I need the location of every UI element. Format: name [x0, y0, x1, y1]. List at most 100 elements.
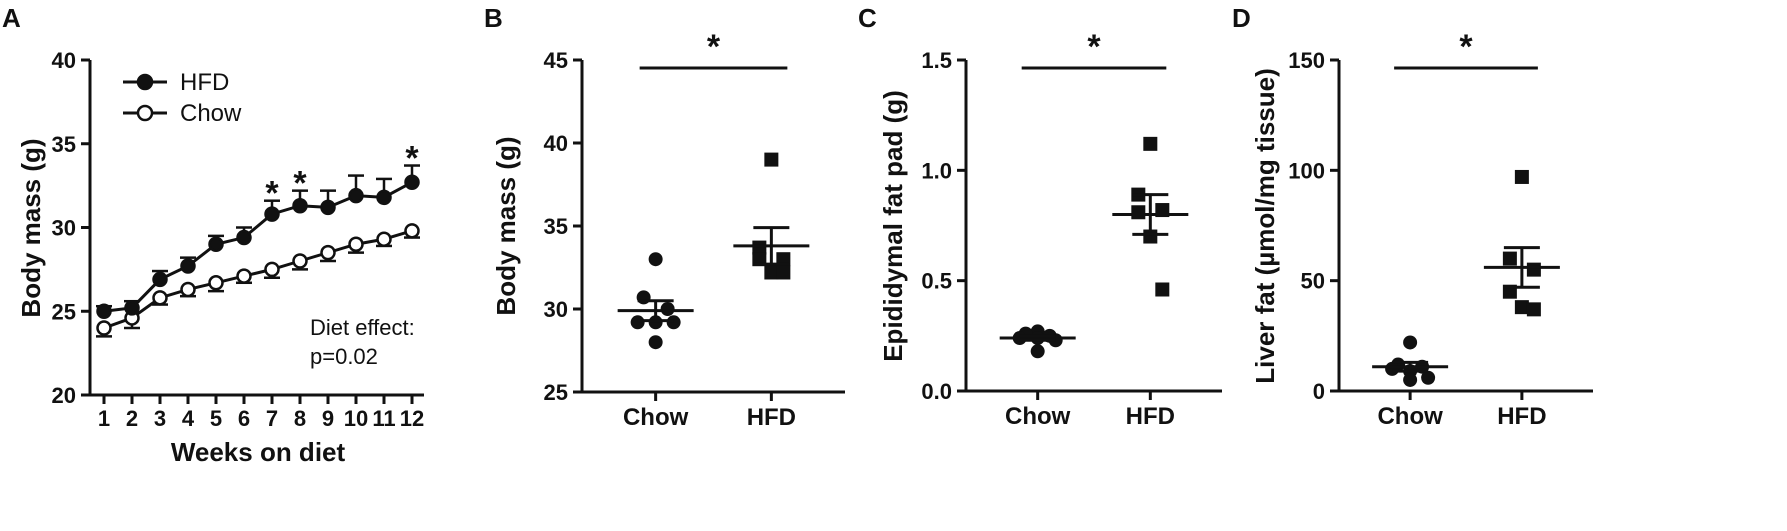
panel-a-legend-hfd-marker — [136, 73, 154, 91]
panel-b-ytick-label: 40 — [544, 131, 568, 156]
panel-b-ylabel: Body mass (g) — [491, 136, 521, 315]
panel-a-xtick-label: 7 — [266, 406, 278, 431]
panel-b-xtick-label: Chow — [623, 404, 689, 431]
panel-a-chow-point — [96, 320, 112, 336]
panel-a-hfd-point — [124, 300, 140, 316]
panel-b-hfd-point — [776, 265, 791, 280]
panel-a-chow-point — [180, 281, 196, 298]
panel-d-xtick-label: HFD — [1497, 403, 1546, 430]
panel-c: C Epididymal fat pad (g) 0.0 0.5 1.0 1.5 Cho… — [858, 3, 1222, 430]
panel-b-chow-point — [630, 315, 645, 330]
panel-b-hfd-point — [752, 240, 767, 255]
panel-a-ylabel: Body mass (g) — [16, 138, 46, 317]
panel-b-hfd-point — [764, 265, 779, 280]
panel-b-ytick-label: 30 — [544, 297, 568, 322]
panel-a-xtick-label: 11 — [372, 406, 395, 431]
panel-a-xtick-label: 6 — [238, 406, 250, 431]
panel-a-ytick-label: 35 — [52, 132, 76, 157]
panel-a-hfd-point — [404, 174, 420, 191]
panel-a-hfd-point — [292, 197, 308, 214]
panel-a-xtick-label: 8 — [294, 406, 306, 431]
panel-d-plot: 0 50 100 150 Chow HFD * — [1288, 28, 1593, 430]
panel-d-hfd-point — [1526, 302, 1541, 317]
panel-a-hfd-point — [320, 199, 336, 216]
panel-b-xtick-label: HFD — [747, 404, 796, 431]
panel-c-xtick-label: Chow — [1005, 403, 1071, 430]
panel-a-chow-point — [264, 261, 280, 278]
panel-b-ytick-label: 35 — [544, 214, 568, 239]
panel-d-hfd-point — [1526, 262, 1541, 277]
panel-a-chow-point — [348, 236, 364, 252]
panel-a-ytick-label: 25 — [52, 299, 76, 324]
panel-b-ytick-label: 25 — [544, 380, 568, 405]
panel-a-significance-star: * — [405, 140, 419, 178]
panel-a-chow-point — [404, 223, 420, 239]
panel-a-hfd-point — [376, 189, 392, 206]
panel-a: A Body mass (g) Weeks on diet Diet effec… — [2, 3, 424, 467]
panel-c-ytick-label: 0.0 — [921, 379, 952, 404]
panel-a-letter: A — [2, 3, 21, 33]
panel-a-hfd-point — [152, 271, 168, 288]
panel-a-xlabel: Weeks on diet — [171, 437, 346, 467]
panel-a-ytick-label: 40 — [52, 48, 76, 73]
panel-d-hfd-point — [1502, 251, 1517, 266]
panel-a-hfd-point — [96, 303, 112, 319]
panel-d-chow-point — [1403, 372, 1418, 387]
panel-c-xtick-label: HFD — [1126, 403, 1175, 430]
panel-c-hfd-point — [1131, 205, 1146, 220]
panel-a-xtick-label: 10 — [344, 406, 368, 431]
panel-b-ytick-label: 45 — [544, 48, 568, 73]
panel-c-ylabel: Epididymal fat pad (g) — [878, 90, 908, 362]
panel-a-chow-point — [152, 290, 168, 306]
panel-a-ytick-label: 20 — [52, 383, 76, 408]
panel-a-hfd-line — [103, 180, 413, 313]
panel-a-xtick-label: 3 — [154, 406, 166, 431]
panel-a-legend-chow-marker — [136, 104, 154, 122]
panel-b-chow-point — [648, 315, 663, 330]
panel-c-ytick-label: 1.0 — [921, 158, 952, 183]
panel-b-chow-point — [648, 252, 663, 267]
panel-c-hfd-point — [1143, 136, 1158, 151]
panel-d-ytick-label: 150 — [1288, 48, 1325, 73]
panel-a-xtick-label: 1 — [98, 406, 110, 431]
panel-a-xtick-label: 12 — [400, 406, 424, 431]
panel-d-hfd-point — [1514, 169, 1529, 184]
panel-a-xtick-label: 4 — [182, 406, 195, 431]
panel-b-chow-point — [660, 302, 675, 316]
panel-a-chow-point — [320, 244, 336, 261]
panel-c-plot: 0.0 0.5 1.0 1.5 Chow HFD * — [921, 28, 1222, 430]
panel-b-chow-point — [666, 315, 681, 330]
panel-b: B Body mass (g) 25 30 35 40 45 Chow HFD * — [484, 3, 845, 431]
panel-d-chow-point — [1385, 361, 1400, 376]
panel-c-chow-point — [1030, 344, 1045, 359]
panel-a-annotation-line2: p=0.02 — [310, 344, 378, 369]
panel-a-hfd-point — [208, 236, 224, 252]
panel-d-ytick-label: 50 — [1301, 269, 1325, 294]
panel-d-ylabel: Liver fat (µmol/mg tissue) — [1250, 68, 1280, 383]
panel-a-ytick-label: 30 — [52, 216, 76, 241]
panel-d-hfd-point — [1514, 300, 1529, 315]
panel-a-legend-hfd-label: HFD — [180, 69, 229, 96]
panel-c-letter: C — [858, 3, 877, 33]
panel-c-hfd-point — [1155, 282, 1170, 297]
panel-b-chow-point — [636, 290, 651, 305]
panel-b-letter: B — [484, 3, 503, 33]
panel-a-legend-chow-label: Chow — [180, 100, 242, 127]
panel-b-chow-point — [648, 335, 663, 350]
panel-a-annotation-line1: Diet effect: — [310, 315, 415, 340]
panel-a-chow-point — [208, 275, 224, 291]
panel-a-chow-point — [236, 268, 252, 284]
panel-d-ytick-label: 0 — [1313, 379, 1325, 404]
panel-d-significance-star: * — [1459, 28, 1473, 66]
panel-d: D Liver fat (µmol/mg tissue) 0 50 100 150 Ch… — [1232, 3, 1593, 430]
panel-d-ytick-label: 100 — [1288, 158, 1325, 183]
panel-a-xtick-label: 9 — [322, 406, 334, 431]
panel-a-xtick-label: 2 — [126, 406, 138, 431]
panel-a-chow-point — [292, 253, 308, 269]
panel-a-significance-star: * — [293, 165, 307, 203]
panel-d-xtick-label: Chow — [1377, 403, 1443, 430]
panel-a-chow-point — [376, 231, 392, 247]
panel-a-hfd-point — [264, 206, 280, 222]
